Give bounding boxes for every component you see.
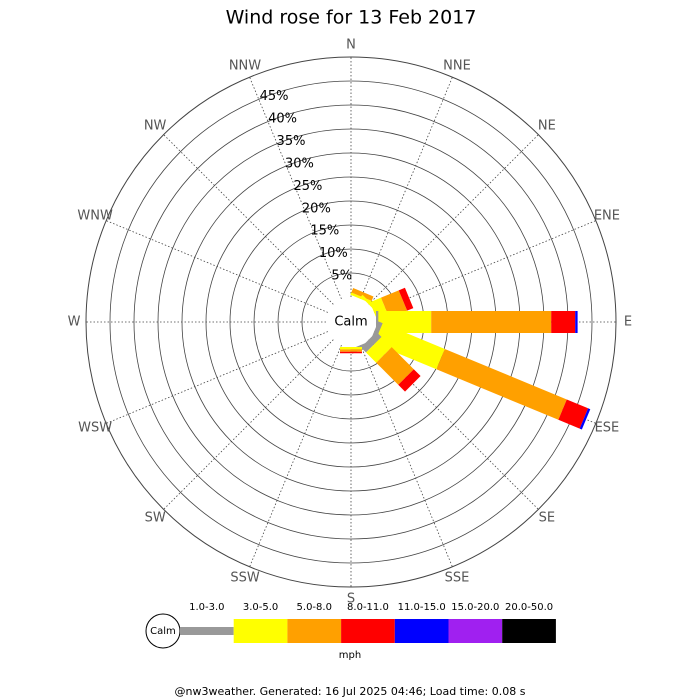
wind-bar <box>579 408 591 430</box>
spoke <box>360 344 453 567</box>
wind-bar <box>365 336 392 363</box>
wind-bar <box>558 399 589 429</box>
wind-bar <box>340 351 362 354</box>
legend-unit: mph <box>339 650 361 661</box>
wind-bar <box>436 348 567 420</box>
ring-label: 35% <box>277 134 306 149</box>
wind-bar <box>575 311 578 333</box>
footer: @nw3weather. Generated: 16 Jul 2025 04:4… <box>175 685 526 698</box>
direction-label: SE <box>539 510 555 525</box>
spoke <box>163 339 334 510</box>
grid-ring <box>109 80 593 564</box>
ring-label: 45% <box>260 89 289 104</box>
spoke <box>360 77 453 300</box>
ring-label: 15% <box>310 224 339 239</box>
legend-label: 15.0-20.0 <box>451 602 499 613</box>
spoke <box>249 77 342 300</box>
direction-label: NE <box>538 119 556 134</box>
direction-label: SSE <box>445 570 470 585</box>
legend-label: 3.0-5.0 <box>243 602 278 613</box>
legend-swatch <box>394 619 449 643</box>
direction-label: ESE <box>595 421 620 436</box>
direction-label: WSW <box>78 421 112 436</box>
direction-label: SSW <box>230 570 260 585</box>
chart-title: Wind rose for 13 Feb 2017 <box>226 7 477 29</box>
ring-label: 25% <box>293 179 322 194</box>
direction-label: WNW <box>77 208 113 223</box>
wind-bar <box>431 311 552 333</box>
legend-label: 1.0-3.0 <box>189 602 224 613</box>
spoke <box>368 134 539 305</box>
direction-label: S <box>347 592 355 607</box>
direction-label: NNE <box>443 59 471 74</box>
ring-label: 5% <box>331 269 352 284</box>
legend-swatch <box>502 619 556 643</box>
direction-label: NNW <box>229 59 261 74</box>
wind-bar <box>340 349 362 352</box>
wind-bar <box>351 288 374 301</box>
spoke <box>106 331 329 424</box>
direction-label: NW <box>144 119 167 134</box>
spoke <box>163 134 334 305</box>
direction-label: N <box>346 38 356 53</box>
wind-bar <box>340 347 362 350</box>
legend-swatch <box>287 619 342 643</box>
ring-label: 10% <box>319 246 348 261</box>
direction-label: ENE <box>594 208 620 223</box>
legend-swatch <box>233 619 288 643</box>
direction-label: E <box>624 315 632 330</box>
spoke <box>249 344 342 567</box>
ring-label: 40% <box>268 111 297 126</box>
legend-label: 20.0-50.0 <box>505 602 553 613</box>
wind-bar <box>551 311 576 333</box>
wind-bar <box>374 323 445 370</box>
spoke <box>373 220 596 313</box>
calm-label: Calm <box>334 315 367 330</box>
wind-bar <box>376 347 414 385</box>
legend-swatch <box>341 619 395 643</box>
ring-label: 30% <box>285 156 314 171</box>
wind-bar <box>398 287 414 311</box>
calm-circle <box>327 298 375 346</box>
wind-bar <box>398 369 421 392</box>
outer-ring <box>85 56 617 588</box>
legend-label: 5.0-8.0 <box>297 602 332 613</box>
ring-label: 20% <box>302 201 331 216</box>
direction-label: SW <box>145 510 166 525</box>
spoke <box>106 220 329 313</box>
legend-calm-label: Calm <box>150 626 176 637</box>
legend-swatch <box>448 619 503 643</box>
direction-label: W <box>68 315 81 330</box>
legend-swatch <box>180 627 234 635</box>
legend-label: 8.0-11.0 <box>347 602 389 613</box>
legend-label: 11.0-15.0 <box>398 602 446 613</box>
